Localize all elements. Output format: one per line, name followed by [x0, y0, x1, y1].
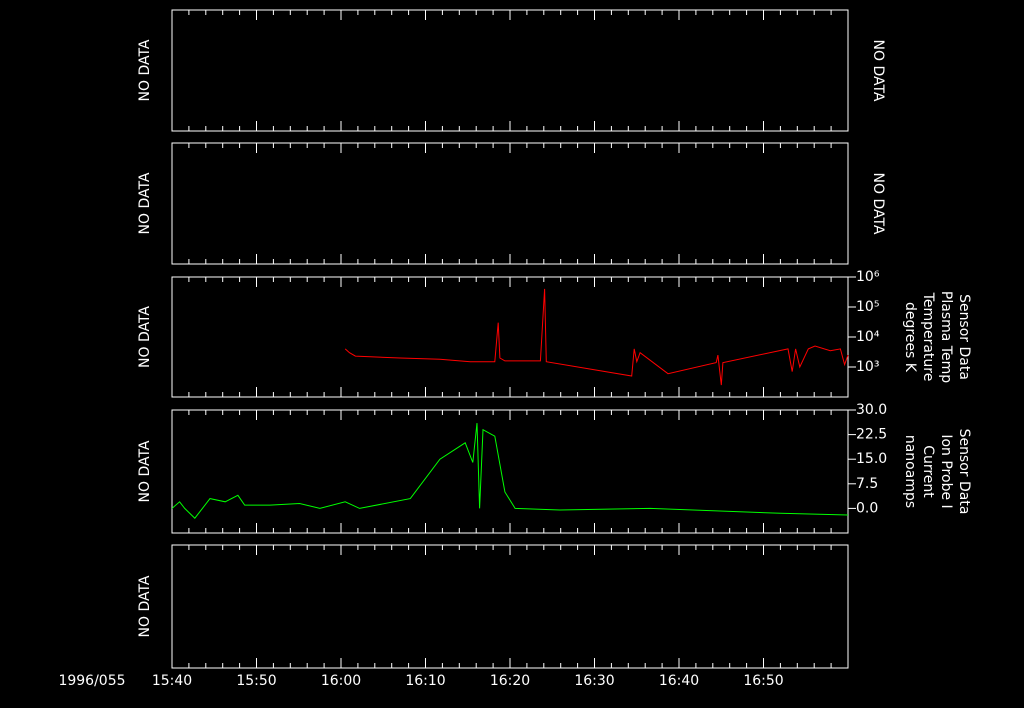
x-tick-label: 16:50: [743, 673, 783, 689]
left-label: NO DATA: [137, 172, 153, 234]
y-axis-label: degrees K: [902, 302, 918, 373]
x-tick-label: 15:50: [236, 673, 276, 689]
left-label: NO DATA: [137, 440, 153, 502]
x-tick-label: 16:10: [405, 673, 445, 689]
y-tick-label: 10⁵: [856, 299, 879, 315]
data-line: [171, 423, 849, 519]
x-tick-label: 16:20: [490, 673, 530, 689]
y-axis-label: Sensor Data: [956, 294, 972, 380]
y-tick-label: 10⁶: [856, 269, 880, 285]
right-label: NO DATA: [870, 172, 886, 234]
y-tick-label: 10⁴: [856, 329, 880, 345]
y-axis-label: Current: [920, 445, 936, 498]
y-axis-label: Sensor Data: [956, 429, 972, 515]
y-axis-label: Plasma Temp: [938, 291, 954, 383]
right-label: NO DATA: [870, 39, 886, 101]
left-label: NO DATA: [137, 39, 153, 101]
left-label: NO DATA: [137, 306, 153, 368]
y-axis-label: Ion Probe I: [938, 434, 954, 508]
x-tick-label: 16:40: [659, 673, 699, 689]
date-label: 1996/055: [58, 673, 125, 689]
data-line: [344, 288, 849, 386]
y-axis-label: nanoamps: [902, 435, 918, 508]
y-tick-label: 0.0: [856, 500, 878, 516]
x-tick-label: 16:30: [574, 673, 614, 689]
x-tick-label: 15:40: [152, 673, 192, 689]
y-tick-label: 7.5: [856, 476, 878, 492]
y-axis-label: Temperature: [920, 292, 936, 382]
y-tick-label: 30.0: [856, 402, 887, 418]
left-label: NO DATA: [137, 575, 153, 637]
y-tick-label: 15.0: [856, 451, 887, 467]
x-tick-label: 16:00: [321, 673, 361, 689]
y-tick-label: 10³: [856, 359, 879, 375]
y-tick-label: 22.5: [856, 427, 887, 443]
